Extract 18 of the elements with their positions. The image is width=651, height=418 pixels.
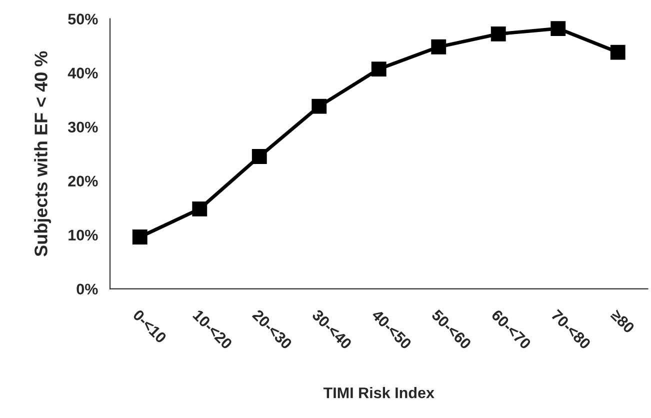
point: [252, 149, 267, 164]
y-tick-label: 40%: [68, 68, 98, 78]
point: [490, 26, 506, 42]
point: [431, 39, 446, 54]
y-tick-label: 30%: [68, 122, 98, 133]
point: [610, 44, 626, 60]
point: [371, 62, 386, 76]
x-tick-label: ≥80: [610, 308, 636, 334]
y-tick-label: 50%: [68, 14, 98, 24]
point: [132, 230, 148, 244]
y-tick-label: 20%: [68, 176, 98, 187]
y-tick-label: 0%: [76, 284, 98, 295]
x-axis-title: TIMI Risk Index: [323, 387, 434, 398]
point: [550, 21, 566, 36]
y-axis-title: Subjects with EF < 40 %: [34, 51, 51, 256]
point: [192, 201, 208, 216]
y-tick-label: 10%: [68, 230, 98, 241]
point: [312, 98, 327, 114]
